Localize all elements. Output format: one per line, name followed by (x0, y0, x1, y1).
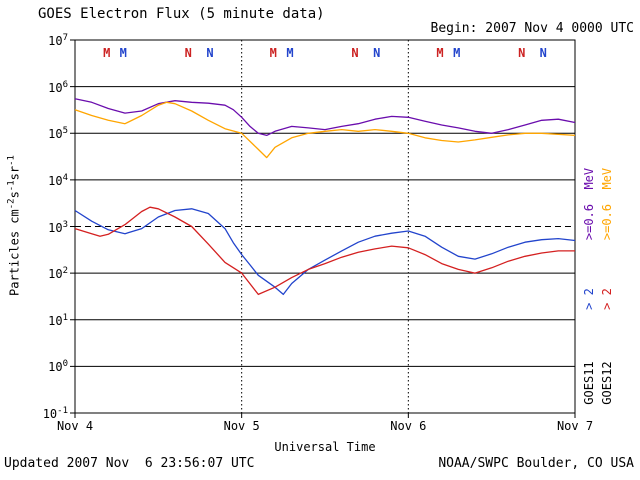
x-tick-label: Nov 6 (390, 419, 427, 433)
legend-goes12-satellite: GOES12 (600, 361, 614, 405)
legend-goes11-satellite: GOES11 (582, 361, 596, 405)
chart-title: GOES Electron Flux (5 minute data) (38, 6, 325, 22)
time-marker-n: N (351, 46, 358, 60)
time-marker-m: M (286, 46, 293, 60)
time-marker-m: M (436, 46, 443, 60)
y-tick-label-1e0: 100 (48, 359, 68, 375)
time-marker-n: N (373, 46, 380, 60)
x-axis-label: Universal Time (274, 440, 376, 454)
updated-timestamp: Updated 2007 Nov 6 23:56:07 UTC (4, 456, 255, 471)
time-marker-m: M (120, 46, 127, 60)
x-tick-label: Nov 4 (56, 419, 94, 433)
y-tick-label-1e5: 105 (48, 126, 68, 142)
begin-time-label: Begin: 2007 Nov 4 0000 UTC (430, 21, 635, 36)
time-marker-m: M (453, 46, 460, 60)
time-marker-m: M (103, 46, 110, 60)
series-goes11-0.6-mev (74, 98, 576, 137)
x-tick-label: Nov 5 (223, 419, 260, 433)
y-tick-label-1e-1: 10-1 (42, 406, 68, 421)
y-tick-label-1e2: 102 (48, 266, 68, 282)
time-marker-m: M (270, 46, 277, 60)
source-credit: NOAA/SWPC Boulder, CO USA (438, 456, 634, 471)
y-tick-label-1e1: 101 (48, 312, 68, 328)
y-tick-label-1e3: 103 (48, 219, 68, 235)
time-marker-n: N (185, 46, 192, 60)
series-goes12-2-mev (74, 206, 575, 296)
series-goes12-0.6-mev (74, 101, 576, 159)
time-marker-n: N (540, 46, 547, 60)
y-tick-label-1e7: 107 (48, 33, 68, 48)
series-goes11-2-mev (74, 208, 576, 296)
y-tick-label-1e4: 104 (48, 172, 68, 188)
time-marker-n: N (206, 46, 213, 60)
y-axis-label: Particles cm-2s-1sr-1 (6, 155, 22, 296)
y-tick-label-1e6: 106 (48, 79, 68, 95)
x-tick-label: Nov 7 (556, 419, 594, 433)
time-marker-n: N (518, 46, 525, 60)
